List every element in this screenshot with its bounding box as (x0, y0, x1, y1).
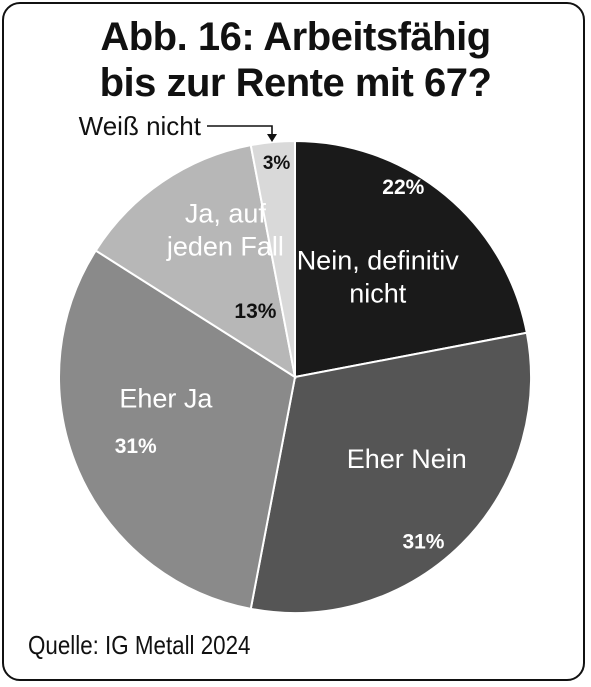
callout-leader-line (207, 125, 273, 136)
callout-label-weiss-nicht: Weiß nicht (79, 111, 202, 141)
pie-slice-1 (294, 139, 528, 379)
pie-labels: Nein, definitiv nicht 22% Eher Nein 31% Eher … (115, 153, 467, 554)
pie-slices (58, 139, 532, 614)
pie-slice-4 (94, 144, 297, 380)
pie-slice-5 (249, 139, 296, 378)
slice-name-label-1: Nein, definitiv nicht (297, 245, 460, 308)
callout: Weiß nicht (79, 111, 277, 142)
slice-value-label-3: 31% (115, 435, 157, 458)
pie-slice-2 (249, 331, 532, 614)
callout-arrow-icon (267, 134, 277, 142)
slice-value-label-2: 31% (402, 530, 444, 553)
source-note: Quelle: IG Metall 2024 (28, 630, 251, 660)
chart-title-line-2: bis zur Rente mit 67? (99, 61, 492, 105)
slice-value-label-1: 22% (382, 176, 424, 199)
slice-value-label-5: 3% (263, 153, 291, 174)
chart-title-line-1: Abb. 16: Arbeitsfähig (100, 15, 491, 59)
slice-name-label-2: Eher Nein (347, 444, 467, 474)
slice-name-label-4: Ja, auf jeden Fall (166, 198, 284, 261)
slice-name-label-3: Eher Ja (119, 384, 213, 414)
slice-value-label-4: 13% (234, 300, 276, 323)
